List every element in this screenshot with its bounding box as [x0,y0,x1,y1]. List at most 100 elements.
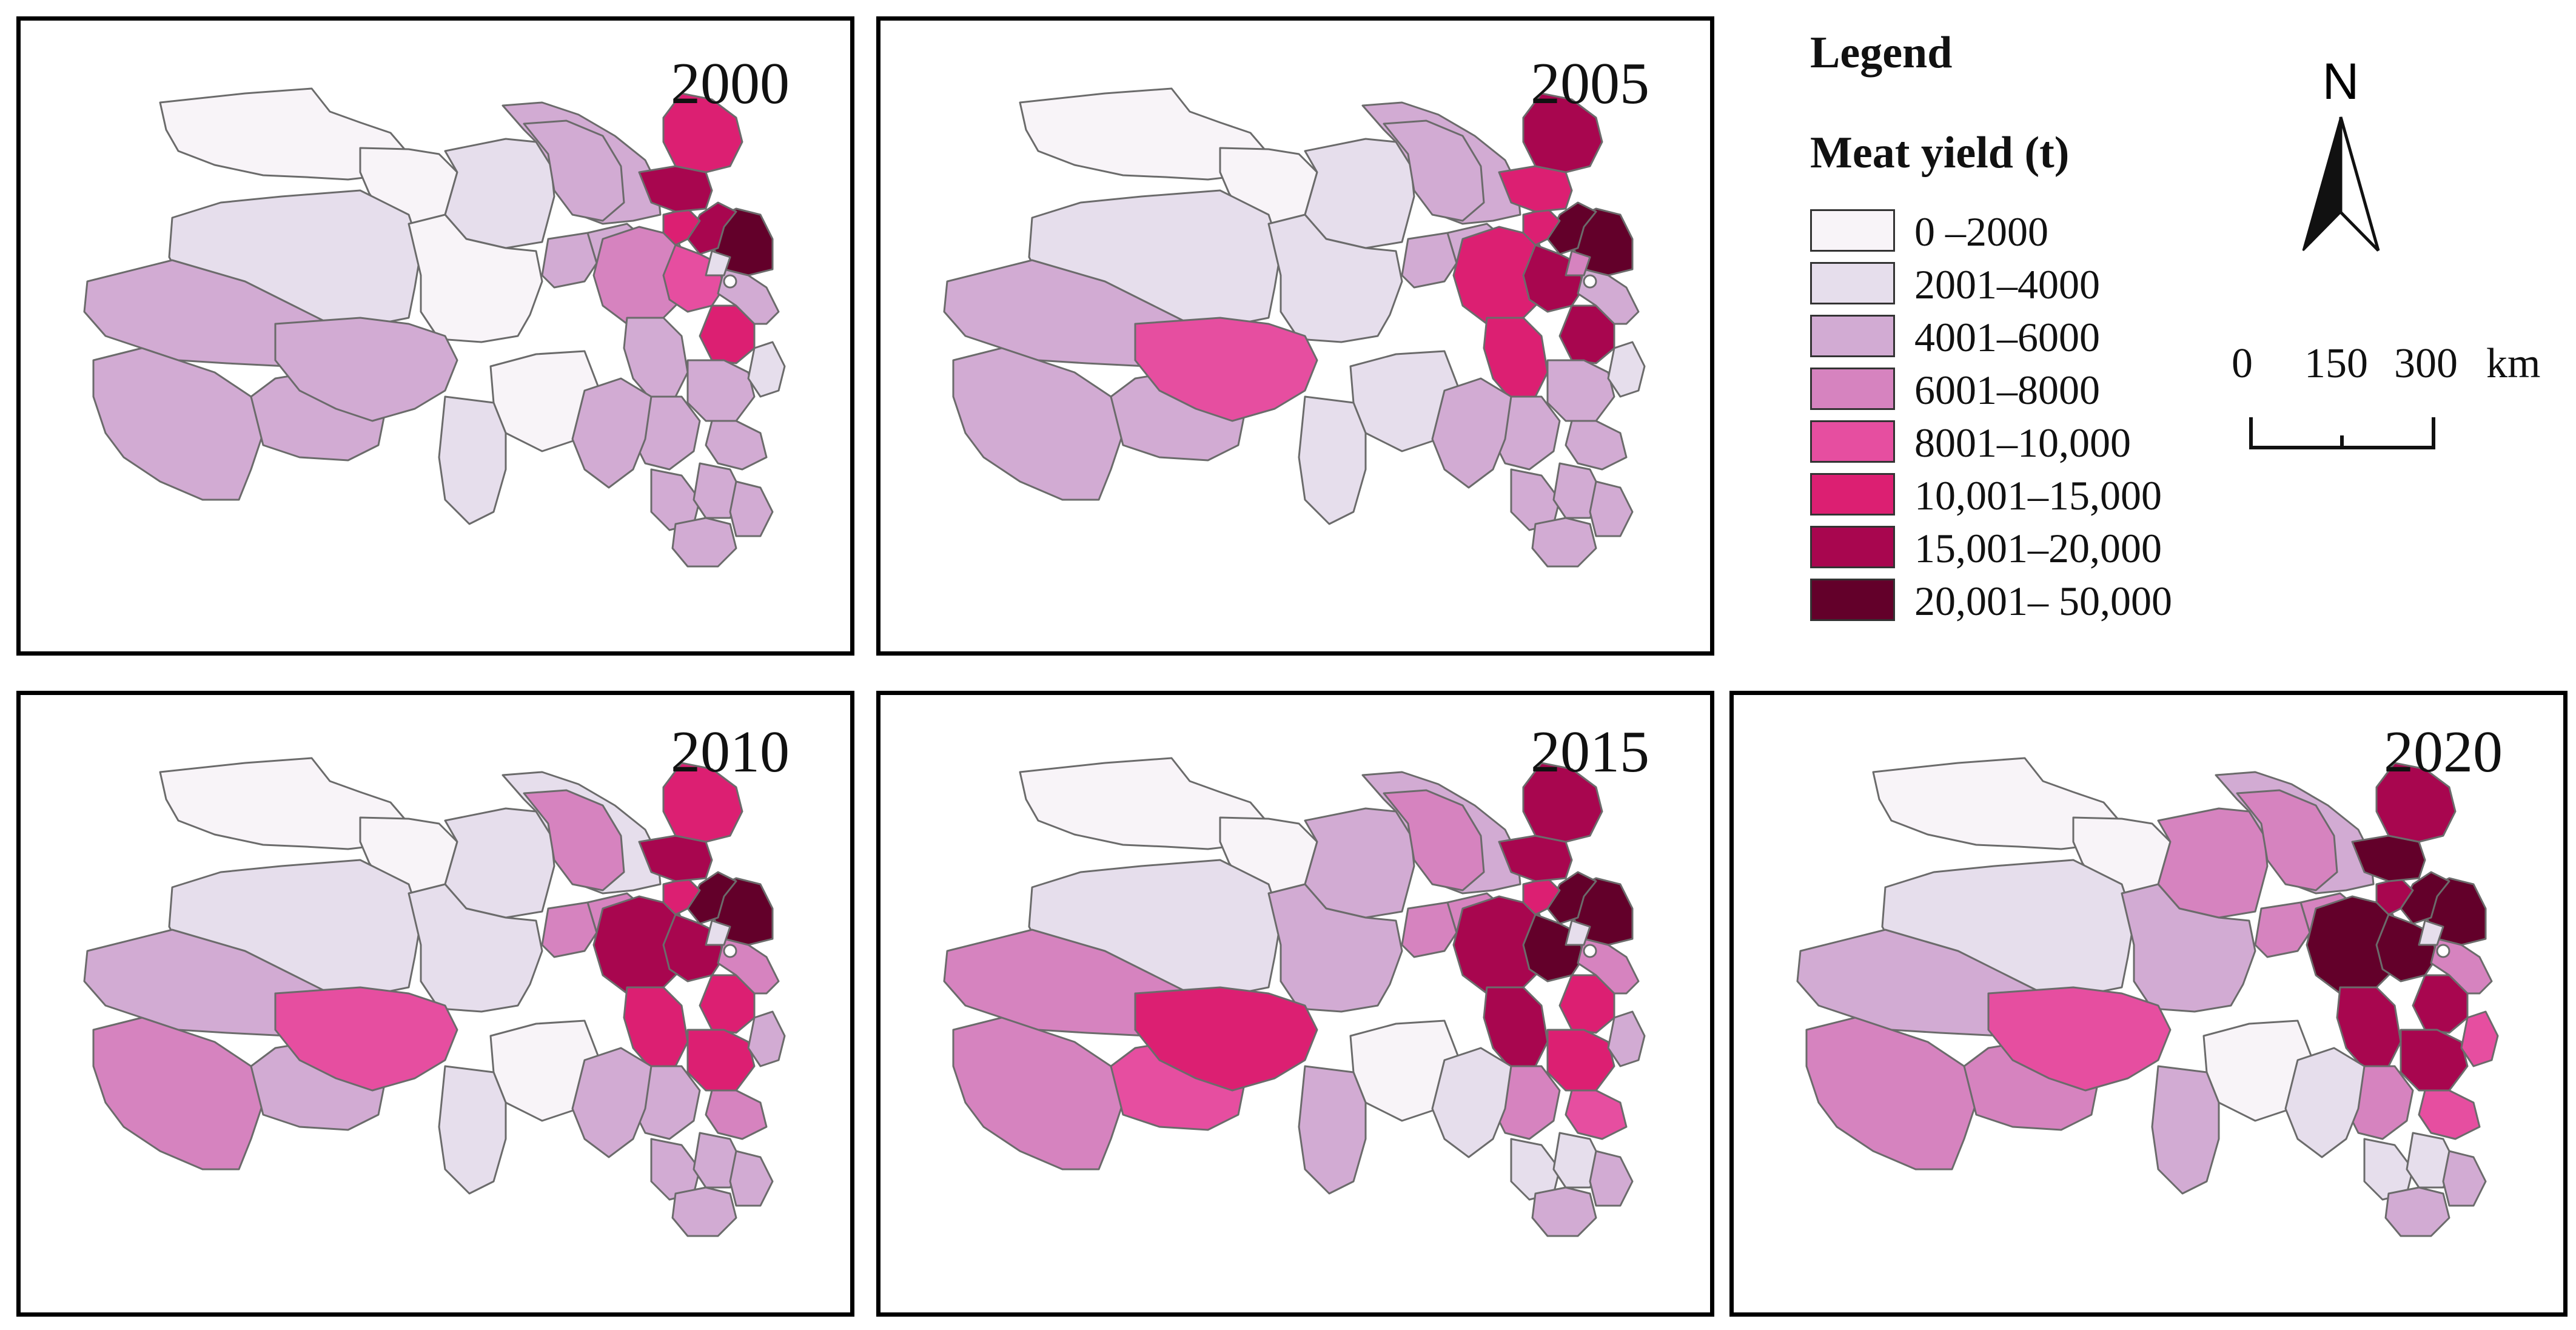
map-panel-2020: 2020 [1729,691,2568,1317]
county-region [2418,919,2444,946]
choropleth-map-2010 [83,757,786,1237]
county-region [1431,1047,1512,1158]
north-arrow-label: N [2323,58,2360,110]
county-region [2151,1065,2220,1195]
county-region [2284,1047,2366,1158]
city-marker [723,944,737,958]
legend-label: 6001–8000 [1914,367,2100,413]
legend-label: 10,001–15,000 [1914,472,2162,519]
county-region [2121,883,2256,1013]
county-region [1565,1089,1628,1140]
county-region [952,1016,1124,1170]
legend-label: 20,001– 50,000 [1914,578,2172,624]
county-region [1267,213,1403,343]
county-region [1522,92,1603,173]
county-region [1546,1029,1615,1092]
county-region [571,1047,652,1158]
map-year-label: 2000 [671,51,790,116]
county-region [1552,462,1603,519]
county-region [1267,883,1403,1013]
county-region [274,986,458,1092]
scale-tick-0: 0 [2232,340,2253,387]
choropleth-map-2005 [943,87,1646,568]
map-panel-2000: 2000 [16,16,854,656]
county-region [747,1010,786,1067]
county-region [1607,341,1646,398]
choropleth-map-2015 [943,757,1646,1237]
city-marker [1583,274,1597,289]
map-regions [943,87,1646,568]
map-legend: Legend Meat yield (t) 0 –2000 2001–4000 40… [1810,27,2295,634]
legend-title: Legend [1810,28,1953,78]
county-region [2375,762,2457,843]
county-region [592,226,689,325]
map-panel-2010: 2010 [16,691,854,1317]
city-marker [1583,944,1597,958]
county-region [1401,232,1458,289]
county-region [705,1089,768,1140]
county-region [729,480,774,537]
county-region [1589,1150,1634,1207]
county-region [2254,901,2311,958]
county-region [1565,250,1591,277]
county-region [1531,1186,1597,1237]
county-region [2400,871,2450,925]
county-region [1546,201,1597,255]
county-region [686,1029,756,1092]
county-region [1304,138,1415,249]
county-region [1401,901,1458,958]
county-region [2157,807,2269,919]
county-region [686,871,737,925]
legend-label: 2001–4000 [1914,261,2100,307]
map-year-label: 2015 [1531,719,1649,785]
legend-swatch [1810,209,1895,252]
county-region [705,919,731,946]
map-year-label: 2005 [1531,51,1649,116]
scale-tick-150: 150 [2304,340,2368,387]
county-region [1531,517,1597,568]
county-region [1589,480,1634,537]
city-marker [2436,944,2450,958]
county-region [729,1150,774,1207]
legend-swatch [1810,526,1895,568]
county-region [541,232,598,289]
county-region [952,347,1124,501]
county-region [438,1065,507,1195]
county-region [2460,1010,2499,1067]
county-region [1805,1016,1977,1170]
county-region [693,1132,743,1189]
legend-label: 0 –2000 [1914,209,2048,255]
map-regions [83,87,786,568]
county-region [686,201,737,255]
county-region [1383,789,1485,892]
county-region [1383,119,1485,222]
county-region [408,213,543,343]
county-region [523,789,625,892]
county-region [92,347,264,501]
north-arrow: N [2286,53,2395,258]
county-region [2306,895,2402,995]
legend-label: 4001–6000 [1914,314,2100,360]
county-region [686,359,756,422]
county-region [2406,1132,2457,1189]
county-region [571,377,652,489]
county-region [438,395,507,525]
north-arrow-icon: N [2302,53,2380,252]
legend-swatch [1810,368,1895,410]
legend-label: 15,001–20,000 [1914,525,2162,571]
scale-unit: km [2486,340,2541,387]
map-panel-2015: 2015 [876,691,1714,1317]
county-region [523,119,625,222]
county-region [747,341,786,398]
county-region [408,883,543,1013]
legend-label: 8001–10,000 [1914,420,2131,466]
county-region [444,138,555,249]
legend-swatch [1810,579,1895,621]
map-year-label: 2020 [2384,719,2503,785]
county-region [541,901,598,958]
county-region [92,1016,264,1170]
county-region [662,92,743,173]
legend-subtitle: Meat yield (t) [1810,128,2070,178]
legend-swatch [1810,473,1895,516]
county-region [2418,1089,2481,1140]
